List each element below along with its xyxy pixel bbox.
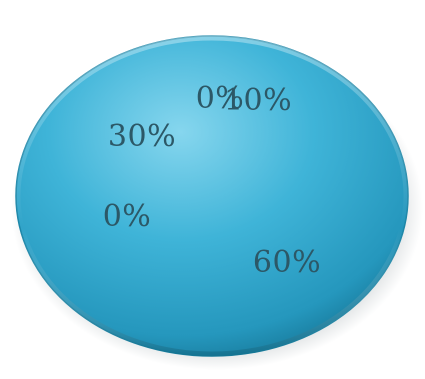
pie-labels: 60%0%30%0%10% — [103, 81, 321, 280]
slice-label: 0% — [196, 81, 245, 116]
slice-label: 60% — [253, 245, 321, 280]
slice-label: 10% — [224, 83, 292, 118]
slice-label: 0% — [103, 199, 152, 234]
pie-bevel — [15, 35, 409, 357]
slice-label: 30% — [108, 119, 176, 154]
